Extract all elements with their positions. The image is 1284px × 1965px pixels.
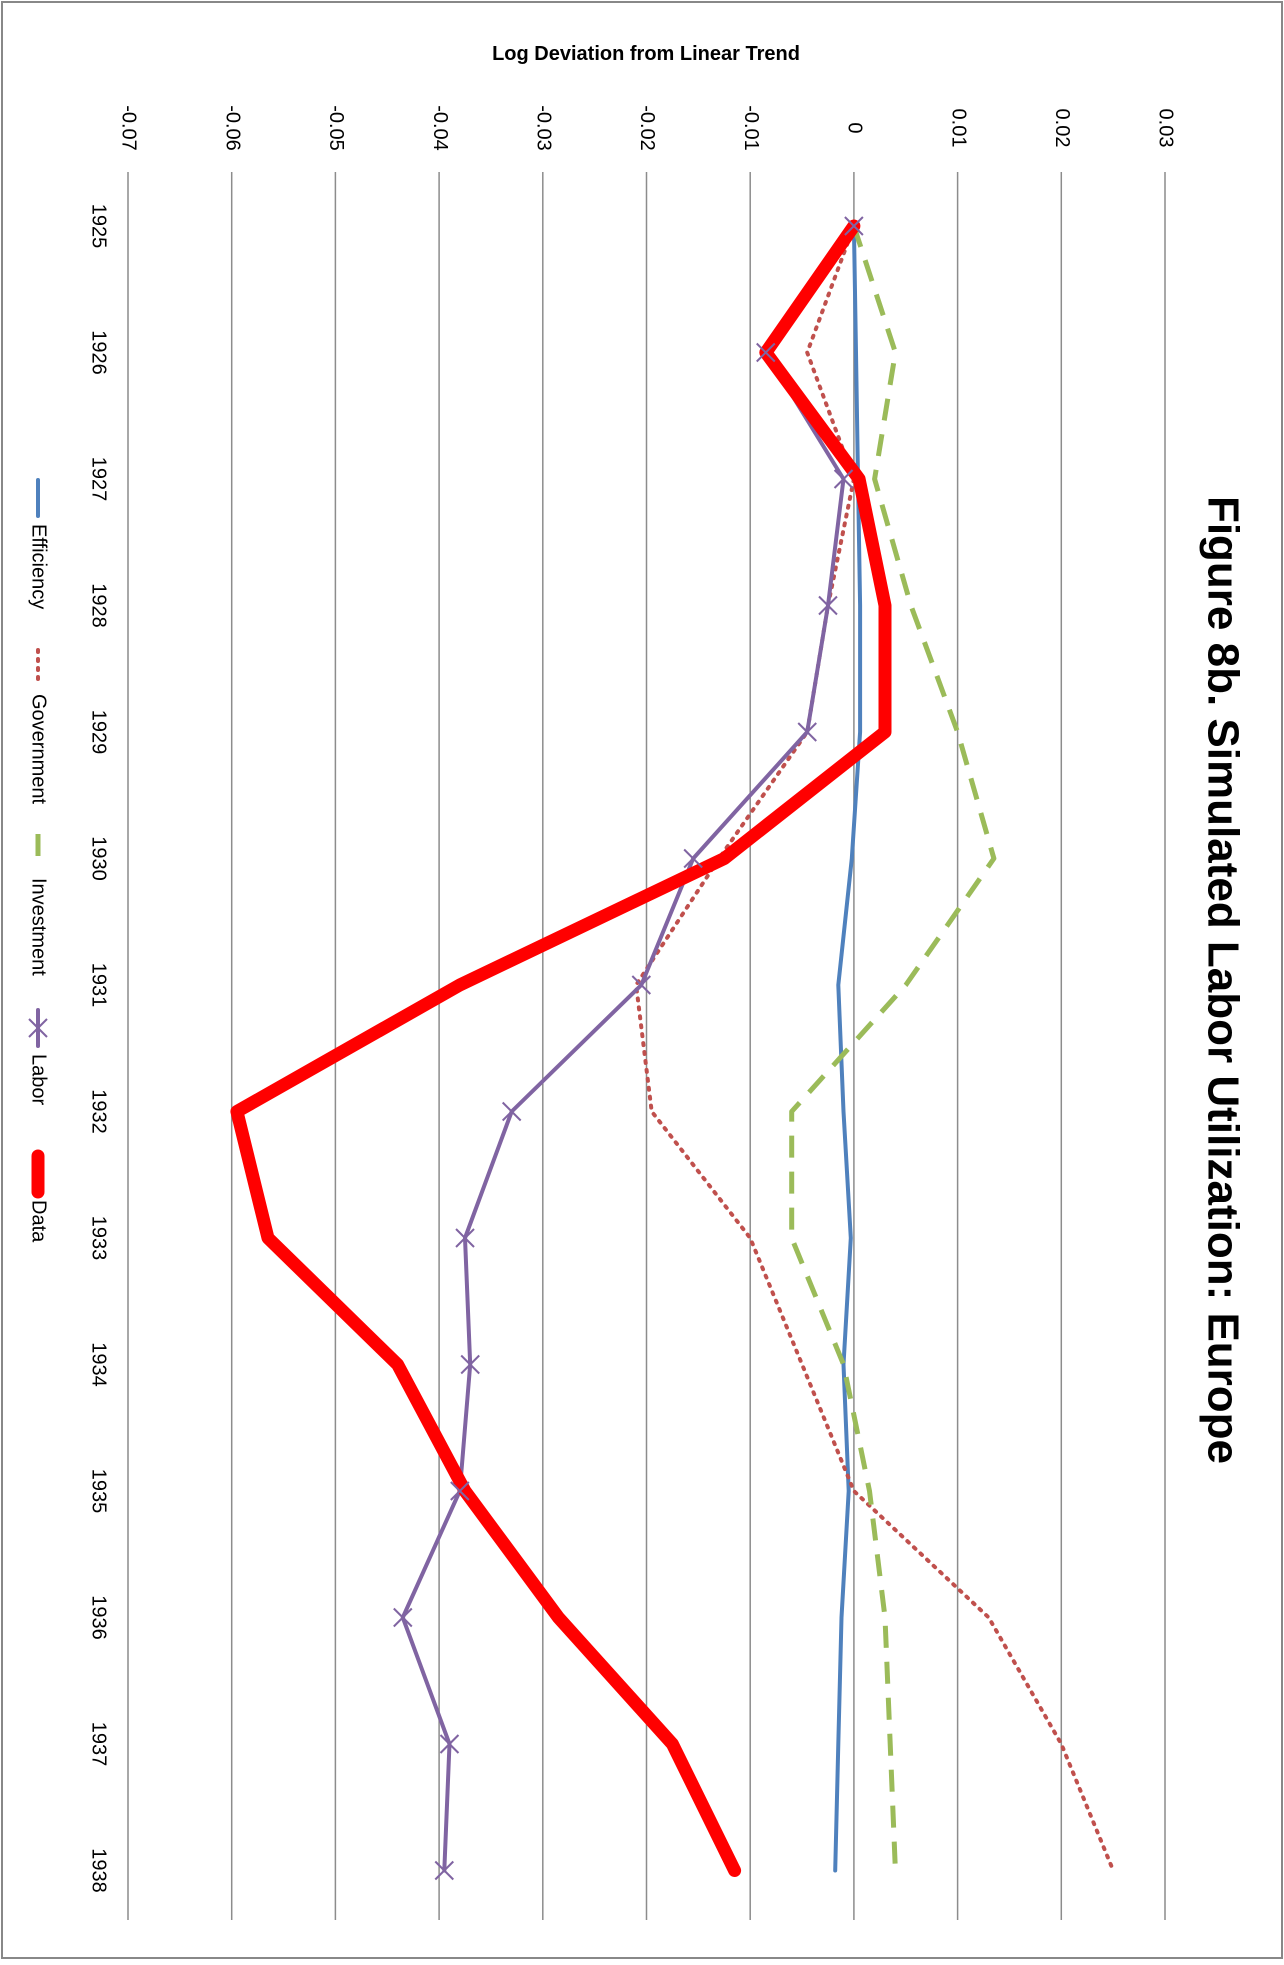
category-tick-label: 1932 (88, 1089, 110, 1134)
category-tick-label: 1931 (88, 963, 110, 1008)
data-point-labor (683, 848, 703, 869)
series-group (230, 219, 1116, 1877)
legend-label: Government (28, 694, 50, 804)
data-point-labor (631, 975, 652, 995)
category-tick-label: 1935 (88, 1469, 110, 1514)
category-tick-label: 1928 (88, 583, 110, 628)
value-tick-label: -0.05 (325, 105, 347, 151)
data-point-labor (501, 1101, 522, 1122)
series-line-data (230, 219, 892, 1877)
data-point-labor (797, 722, 817, 742)
category-tick-label: 1930 (88, 836, 110, 881)
data-point-labor (450, 1481, 470, 1501)
data-point-labor (434, 1860, 454, 1881)
legend-item-investment: Investment (28, 834, 50, 976)
legend-label: Data (28, 1200, 50, 1243)
value-tick-label: -0.04 (429, 105, 451, 151)
value-axis-label: Log Deviation from Linear Trend (492, 43, 800, 65)
legend-label: Investment (28, 878, 50, 976)
series-line-investment (789, 225, 997, 1871)
data-point-labor (439, 1734, 460, 1754)
legend-item-government: Government (28, 648, 50, 804)
value-tick-label: -0.01 (740, 105, 762, 151)
value-tick-label: 0.02 (1051, 109, 1073, 148)
data-point-labor (818, 595, 838, 616)
legend-item-efficiency: Efficiency (28, 478, 50, 609)
category-tick-label: 1938 (88, 1848, 110, 1893)
chart-title: Figure 8b. Simulated Labor Utilization: … (1198, 496, 1247, 1464)
category-tick-label: 1933 (88, 1216, 110, 1261)
legend-marker (28, 1018, 48, 1038)
category-tick-label: 1936 (88, 1595, 110, 1640)
category-tick-label: 1929 (88, 710, 110, 755)
value-tick-label: -0.02 (636, 105, 658, 151)
value-tick-label: -0.03 (533, 105, 555, 151)
data-point-labor (833, 469, 854, 489)
data-point-labor (455, 1228, 475, 1248)
category-tick-label: 1925 (88, 204, 110, 249)
legend-label: Labor (28, 1054, 50, 1105)
value-tick-label: -0.07 (118, 105, 140, 151)
category-tick-label: 1934 (88, 1342, 110, 1387)
markers-group (393, 216, 864, 1881)
data-point-labor (460, 1354, 480, 1375)
category-tick-label: 1937 (88, 1722, 110, 1767)
legend-item-labor: Labor (28, 1008, 50, 1105)
value-tick-label: -0.06 (221, 105, 243, 151)
series-line-labor (400, 224, 856, 1873)
legend-item-data: Data (28, 1149, 50, 1243)
gridlines (127, 172, 1166, 1920)
value-tick-label: 0 (844, 122, 866, 133)
category-tick-label: 1926 (88, 330, 110, 375)
legend: Efficiency Government Investment Labor Data (28, 478, 50, 1243)
labels-group: 0.03 0.02 0.01 0 -0.01 -0.02 -0.03 -0.04 -0.05 -0… (88, 43, 1248, 1893)
value-tick-label: 0.03 (1155, 109, 1177, 148)
value-tick-label: 0.01 (947, 109, 969, 148)
data-point-labor (756, 342, 776, 363)
category-tick-label: 1927 (88, 457, 110, 502)
data-point-labor (393, 1607, 413, 1628)
data-point-labor (844, 216, 864, 236)
series-line-government (634, 224, 1116, 1873)
legend-label: Efficiency (28, 524, 50, 609)
